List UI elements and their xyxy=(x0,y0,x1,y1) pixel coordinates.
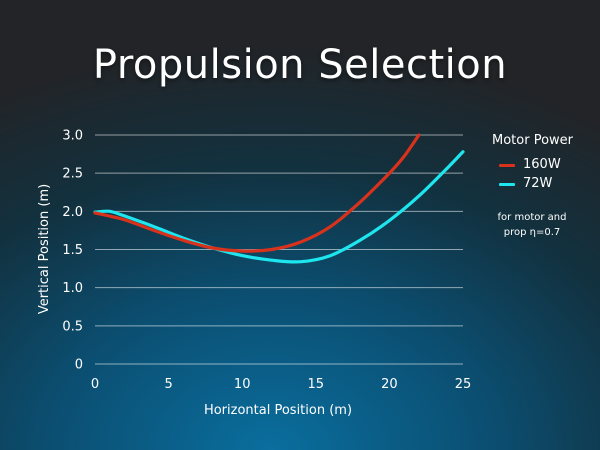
y-tick-label: 1.0 xyxy=(62,281,83,296)
note-line-2: prop η=0.7 xyxy=(503,227,561,238)
x-tick-label: 25 xyxy=(455,377,472,392)
y-tick-label: 3.0 xyxy=(62,129,83,144)
legend-label-160w: 160W xyxy=(523,157,561,172)
series-line-160w xyxy=(93,133,421,253)
x-tick-labels: 0 5 10 15 20 25 xyxy=(91,377,471,392)
y-tick-label: 0.5 xyxy=(62,319,83,334)
note-line-1: for motor and xyxy=(497,212,567,223)
legend-swatch-72w xyxy=(499,183,515,186)
legend-label-72w: 72W xyxy=(523,176,553,191)
series-line-72w xyxy=(93,150,465,264)
series-lines xyxy=(93,133,465,264)
y-axis-label: Vertical Position (m) xyxy=(37,184,52,314)
y-tick-label: 1.5 xyxy=(62,243,83,258)
legend-title: Motor Power xyxy=(492,133,574,148)
x-tick-label: 20 xyxy=(381,377,398,392)
y-tick-label: 2.5 xyxy=(62,167,83,182)
legend-swatch-160w xyxy=(499,164,515,167)
x-tick-label: 15 xyxy=(308,377,325,392)
chart-title: Propulsion Selection xyxy=(92,42,508,88)
x-tick-label: 0 xyxy=(91,377,99,392)
y-tick-labels: 0 0.5 1.0 1.5 2.0 2.5 3.0 xyxy=(62,129,83,373)
gridlines xyxy=(95,134,463,365)
y-tick-label: 0 xyxy=(75,358,83,373)
y-tick-label: 2.0 xyxy=(62,205,83,220)
efficiency-note: for motor and prop η=0.7 xyxy=(492,210,572,240)
x-tick-label: 5 xyxy=(164,377,172,392)
x-axis-label: Horizontal Position (m) xyxy=(204,403,352,418)
x-tick-label: 10 xyxy=(234,377,251,392)
